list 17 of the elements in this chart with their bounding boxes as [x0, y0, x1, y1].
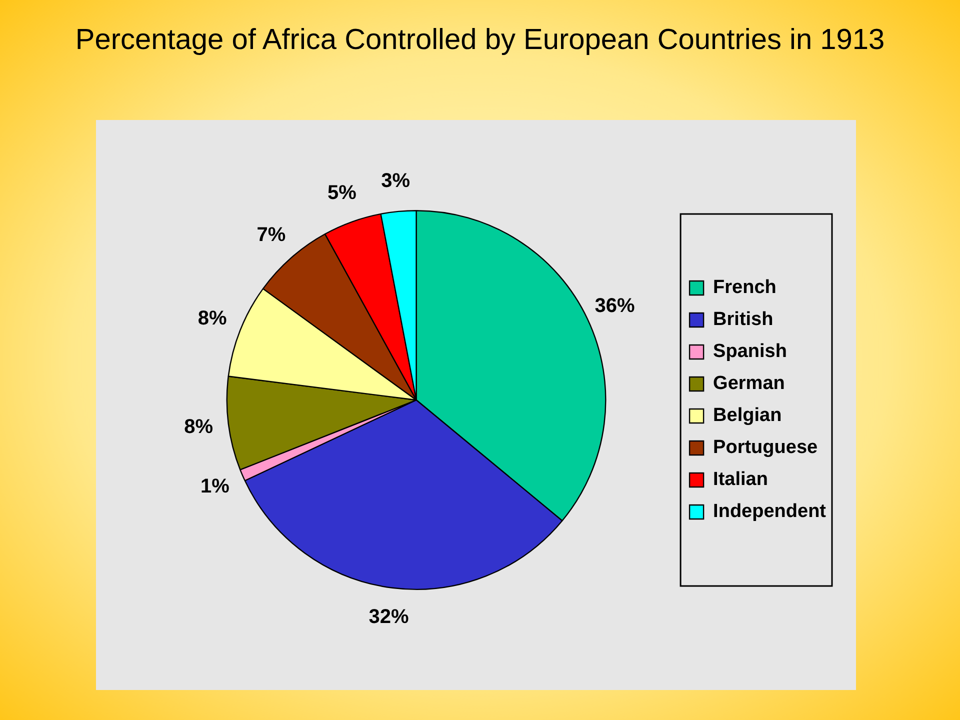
data-label: 7%	[256, 224, 286, 246]
data-label: 5%	[328, 182, 357, 204]
data-label: 8%	[184, 416, 214, 438]
data-label: 1%	[200, 476, 230, 498]
legend-label: Spanish	[713, 341, 787, 362]
data-label: 32%	[368, 606, 410, 628]
legend-label: British	[713, 309, 774, 330]
legend-label: Independent	[713, 501, 827, 522]
data-label: 8%	[198, 308, 227, 330]
chart-title: Percentage of Africa Controlled by European Countries in 1913	[74, 23, 886, 58]
legend-label: Italian	[713, 469, 768, 490]
legend-label: French	[713, 277, 776, 298]
legend-label: Portuguese	[713, 437, 818, 458]
data-label: 3%	[381, 170, 410, 192]
legend-label: German	[713, 373, 785, 394]
legend-label: Belgian	[713, 405, 782, 426]
data-label: 36%	[594, 295, 636, 318]
